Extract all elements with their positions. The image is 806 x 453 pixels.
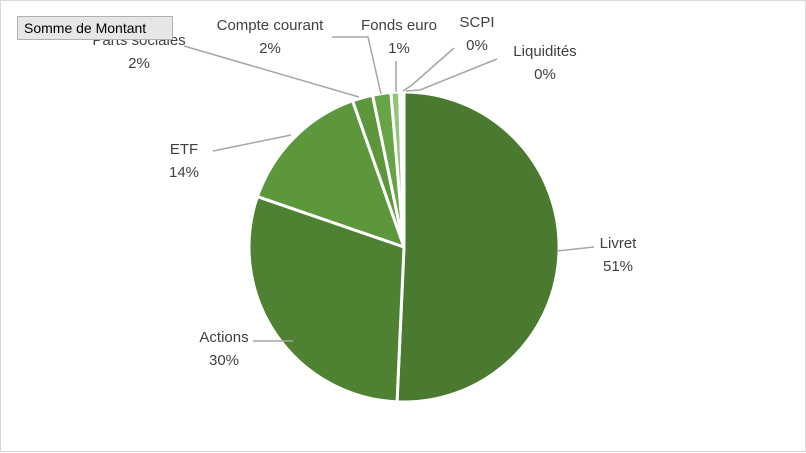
leader-line-scpi — [402, 47, 455, 92]
data-label-category-fonds-euro: Fonds euro — [361, 17, 437, 34]
pie-slice-liquidites[interactable] — [401, 90, 406, 249]
leader-line-compte-courant — [332, 36, 382, 95]
data-label-category-actions: Actions — [199, 329, 248, 346]
leader-line-livret — [556, 246, 595, 252]
pie-slices — [247, 90, 561, 404]
data-label-category-liquidites: Liquidités — [513, 43, 576, 60]
pie-slice-etf[interactable] — [255, 99, 406, 249]
data-label-value-parts-sociales: 2% — [128, 55, 150, 72]
leader-lines — [183, 36, 595, 342]
data-label-value-liquidites: 0% — [534, 66, 556, 83]
data-label-value-etf: 14% — [169, 164, 199, 181]
data-label-category-livret: Livret — [600, 235, 638, 252]
pie-slice-livret[interactable] — [395, 90, 561, 404]
data-label-value-scpi: 0% — [466, 37, 488, 54]
leader-line-parts-sociales — [183, 45, 360, 98]
data-label-value-compte-courant: 2% — [259, 40, 281, 57]
leader-line-etf — [212, 134, 292, 152]
data-label-value-fonds-euro: 1% — [388, 40, 410, 57]
data-label-value-livret: 51% — [603, 258, 633, 275]
data-label-value-actions: 30% — [209, 352, 239, 369]
data-label-category-etf: ETF — [170, 141, 198, 158]
pie-slice-actions[interactable] — [247, 195, 406, 404]
data-label-category-scpi: SCPI — [459, 14, 494, 31]
data-label-category-compte-courant: Compte courant — [217, 17, 325, 34]
leader-line-liquidites — [405, 58, 498, 92]
field-button-somme-de-montant[interactable]: Somme de Montant — [17, 16, 173, 40]
